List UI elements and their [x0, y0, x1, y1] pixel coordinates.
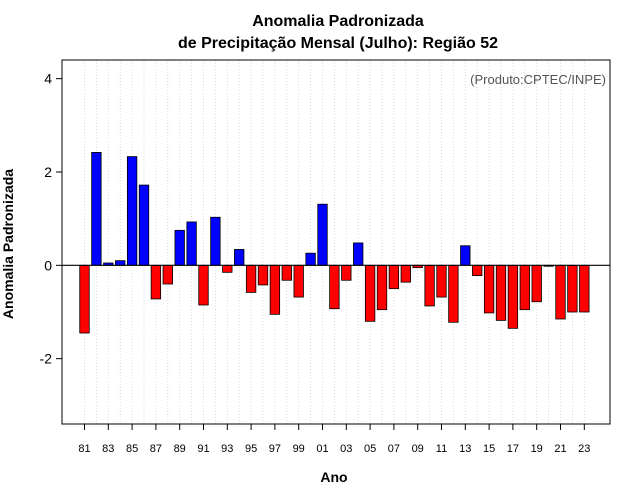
plot-frame [61, 59, 611, 425]
x-tick-label: 95 [245, 443, 257, 455]
x-tick-label: 13 [459, 443, 471, 455]
bar-2007 [388, 264, 400, 290]
bar-1995 [245, 264, 257, 293]
y-tick-label: -2 [40, 351, 53, 367]
bar-1993 [222, 264, 233, 273]
bar-2000 [305, 252, 316, 266]
bar-2011 [436, 264, 447, 298]
bar-1999 [293, 264, 304, 298]
x-tick-label: 91 [197, 443, 209, 455]
x-tick-label: 21 [554, 443, 566, 455]
vertical-grid [84, 60, 585, 424]
bar-2018 [519, 264, 530, 311]
bar-1992 [210, 216, 221, 266]
bar-1990 [186, 221, 197, 266]
x-tick-label: 07 [388, 443, 400, 455]
bar-2004 [353, 242, 364, 266]
bar-1997 [269, 264, 281, 315]
bar-2012 [448, 264, 459, 323]
x-tick-label: 09 [412, 443, 424, 455]
bar-1987 [150, 264, 162, 300]
bar-1988 [162, 264, 173, 285]
bar-1991 [198, 264, 209, 306]
x-axis-title: Ano [320, 469, 347, 485]
y-axis-title: Anomalia Padronizada [0, 169, 16, 319]
bar-2014 [472, 264, 483, 277]
chart-title-line1: Anomalia Padronizada [252, 13, 424, 30]
bar-2001 [317, 203, 328, 266]
bar-1989 [174, 229, 185, 266]
bar-2006 [376, 264, 388, 311]
x-tick-label: 93 [221, 443, 233, 455]
bar-1996 [257, 264, 269, 286]
x-tick-label: 85 [126, 443, 138, 455]
x-tick-label: 83 [102, 443, 114, 455]
x-tick-label: 17 [507, 443, 519, 455]
bar-2022 [567, 264, 578, 313]
x-tick-label: 01 [316, 443, 328, 455]
x-tick-label: 81 [78, 443, 90, 455]
bar-2005 [364, 264, 376, 322]
bar-2017 [507, 264, 519, 329]
x-axis: 81 83 85 87 89 91 93 95 97 99 01 03 05 07 09 11 13 15 17 19… [78, 424, 590, 455]
bar-2015 [483, 264, 495, 314]
x-tick-label: 23 [578, 443, 590, 455]
x-tick-label: 03 [340, 443, 352, 455]
y-tick-label: 2 [44, 164, 52, 180]
bar-2003 [341, 264, 352, 281]
y-tick-label: 0 [44, 257, 52, 273]
bar-1984 [115, 260, 126, 266]
bar-2010 [424, 264, 435, 307]
bars [79, 151, 590, 334]
x-tick-label: 15 [483, 443, 495, 455]
bar-2019 [531, 264, 542, 303]
x-tick-label: 87 [150, 443, 162, 455]
x-tick-label: 97 [269, 443, 281, 455]
bar-1998 [281, 264, 292, 281]
bar-1985 [126, 156, 138, 266]
bar-2013 [460, 245, 471, 266]
x-tick-label: 99 [293, 443, 305, 455]
bar-1986 [138, 184, 150, 266]
bar-1994 [234, 249, 245, 266]
bar-2002 [329, 264, 340, 310]
x-tick-label: 19 [531, 443, 543, 455]
x-tick-label: 89 [174, 443, 186, 455]
x-tick-label: 05 [364, 443, 376, 455]
y-tick-label: 4 [44, 71, 52, 87]
bar-2023 [579, 264, 590, 313]
bar-2021 [555, 264, 566, 320]
y-axis: -2 0 2 4 [40, 71, 62, 367]
bar-2008 [400, 264, 411, 283]
bar-1982 [91, 151, 102, 266]
bar-2016 [495, 264, 507, 321]
chart-title-line2: de Precipitação Mensal (Julho): Região 5… [178, 35, 498, 52]
bar-1981 [79, 264, 90, 334]
x-tick-label: 11 [436, 443, 447, 455]
source-note: (Produto:CPTEC/INPE) [470, 72, 606, 87]
